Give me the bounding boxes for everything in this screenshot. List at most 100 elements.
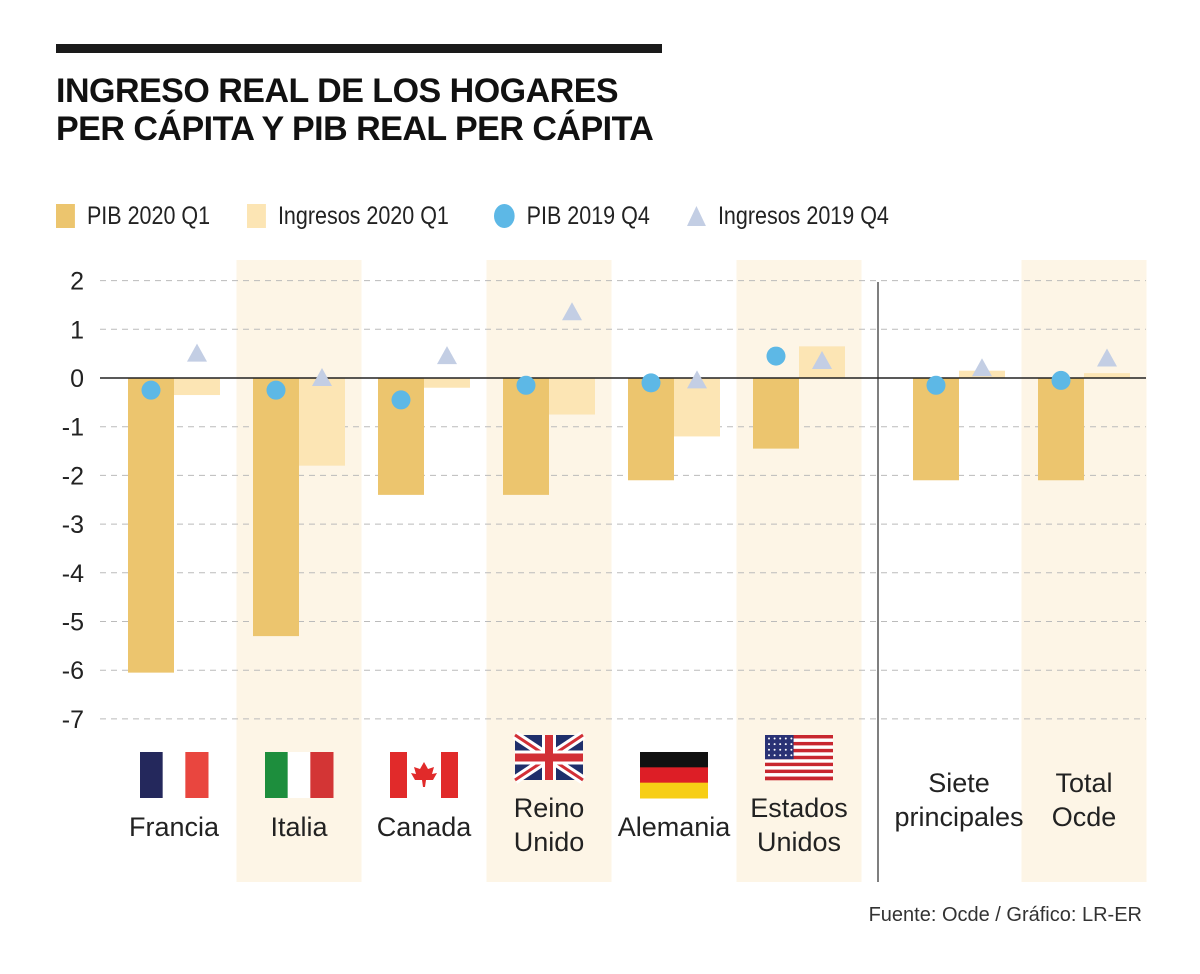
flag-star xyxy=(784,748,787,751)
flag-star xyxy=(773,737,776,740)
marker-pib-2019-q4 xyxy=(516,375,536,395)
marker-pib-2019-q4 xyxy=(1051,370,1071,390)
y-tick-label: 0 xyxy=(70,365,84,393)
category-label: Total xyxy=(1055,768,1112,798)
bar-ingresos-2020-q1 xyxy=(549,378,595,415)
flag-star xyxy=(790,754,793,757)
flag-stripe xyxy=(310,752,334,798)
flag-star xyxy=(779,737,782,740)
legend-item-pib-2020-q1: PIB 2020 Q1 xyxy=(56,202,210,231)
uk-flag-icon xyxy=(512,731,586,784)
flag-star xyxy=(784,737,787,740)
flag-star xyxy=(779,748,782,751)
legend-item-pib-2019-q4: PIB 2019 Q4 xyxy=(493,201,650,231)
legend-label-pib-2020-q1: PIB 2020 Q1 xyxy=(86,201,211,230)
usa-flag-icon xyxy=(765,735,833,781)
flag-stripe xyxy=(765,745,833,750)
marker-pib-2019-q4 xyxy=(926,375,946,395)
flag-star xyxy=(768,754,770,757)
flag-stripe xyxy=(765,735,833,739)
flag-stripe xyxy=(765,776,833,781)
marker-ingresos-2019-q4 xyxy=(312,368,332,386)
y-tick-label: -2 xyxy=(62,462,84,490)
bar-pib-2020-q1 xyxy=(128,378,174,673)
flag-star xyxy=(790,737,793,740)
category-label: principales xyxy=(894,802,1023,832)
flag-stripe xyxy=(765,741,833,746)
bar-pib-2020-q1 xyxy=(253,378,299,637)
bar-pib-2020-q1 xyxy=(628,378,674,481)
flag-stripe xyxy=(765,748,833,753)
flag-star xyxy=(779,754,782,757)
chart-title: INGRESO REAL DE LOS HOGARES PER CÁPITA Y… xyxy=(56,72,654,148)
bar-pib-2020-q1 xyxy=(753,378,799,449)
flag-stripe xyxy=(185,752,209,798)
legend-swatch-ingresos-2020-q1 xyxy=(247,204,267,228)
flag-stripe xyxy=(640,767,708,784)
category-label: Unido xyxy=(514,827,585,857)
legend-swatch-ingresos-2019-q4 xyxy=(687,206,706,226)
y-tick-label: 2 xyxy=(70,268,84,296)
y-tick-label: -4 xyxy=(62,560,84,588)
y-tick-label: -6 xyxy=(62,657,84,685)
y-tick-label: 1 xyxy=(70,316,84,344)
legend-item-ingresos-2020-q1: Ingresos 2020 Q1 xyxy=(247,202,449,231)
marker-pib-2019-q4 xyxy=(391,390,411,410)
bar-ingresos-2020-q1 xyxy=(1084,373,1130,378)
flag-stripe xyxy=(765,769,833,774)
y-tick-label: -3 xyxy=(62,511,84,539)
bar-ingresos-2020-q1 xyxy=(174,378,220,396)
chart-title-line-2: PER CÁPITA Y PIB REAL PER CÁPITA xyxy=(56,110,654,148)
bar-pib-2020-q1 xyxy=(1038,378,1084,481)
legend-label-pib-2019-q4: PIB 2019 Q4 xyxy=(526,201,650,230)
category-label: Ocde xyxy=(1052,802,1117,832)
germany-flag-icon xyxy=(640,752,708,799)
marker-ingresos-2019-q4 xyxy=(812,350,832,369)
marker-ingresos-2019-q4 xyxy=(562,302,582,321)
marker-ingresos-2019-q4 xyxy=(687,370,707,389)
category-label: Unidos xyxy=(757,827,841,857)
flag-stripe xyxy=(390,752,407,798)
marker-ingresos-2019-q4 xyxy=(1097,348,1117,367)
flag-star xyxy=(773,743,776,746)
marker-ingresos-2019-q4 xyxy=(972,358,992,377)
marker-ingresos-2019-q4 xyxy=(187,343,207,362)
category-label: Canada xyxy=(377,812,473,842)
flag-cross xyxy=(515,753,583,762)
marker-pib-2019-q4 xyxy=(641,373,661,393)
bar-ingresos-2020-q1 xyxy=(424,378,470,388)
flag-star xyxy=(768,743,770,746)
y-tick-label: -1 xyxy=(62,414,84,442)
flag-stripe xyxy=(287,752,311,798)
flag-star xyxy=(790,743,793,746)
category-label: Italia xyxy=(270,812,328,842)
flag-stripe xyxy=(765,773,833,777)
flag-stripe xyxy=(765,759,833,763)
flag-star xyxy=(779,743,782,746)
column-shade xyxy=(486,260,612,882)
flag-stripe xyxy=(765,762,833,767)
flag-stripe xyxy=(441,752,458,798)
canada-flag-icon xyxy=(390,752,458,798)
chart-legend: PIB 2020 Q1 Ingresos 2020 Q1 PIB 2019 Q4… xyxy=(56,198,956,234)
bar-pib-2020-q1 xyxy=(913,378,959,481)
legend-swatch-pib-2020-q1 xyxy=(56,204,75,228)
flag-stripe xyxy=(765,738,833,743)
marker-pib-2019-q4 xyxy=(266,380,286,400)
flag-stripe xyxy=(265,752,289,798)
bar-ingresos-2020-q1 xyxy=(299,378,345,466)
italy-flag-icon xyxy=(265,752,334,798)
title-rule xyxy=(56,44,662,53)
flag-star xyxy=(784,743,787,746)
marker-pib-2019-q4 xyxy=(766,346,786,366)
legend-label-ingresos-2019-q4: Ingresos 2019 Q4 xyxy=(718,201,889,230)
bar-pib-2020-q1 xyxy=(503,378,549,495)
flag-stripe xyxy=(640,782,708,799)
flag-star xyxy=(790,748,793,751)
flag-star xyxy=(768,748,770,751)
category-label: Alemania xyxy=(618,812,732,842)
flag-star xyxy=(773,754,776,757)
france-flag-icon xyxy=(140,752,209,798)
flag-stripe xyxy=(162,752,186,798)
category-label: Estados xyxy=(750,793,848,823)
